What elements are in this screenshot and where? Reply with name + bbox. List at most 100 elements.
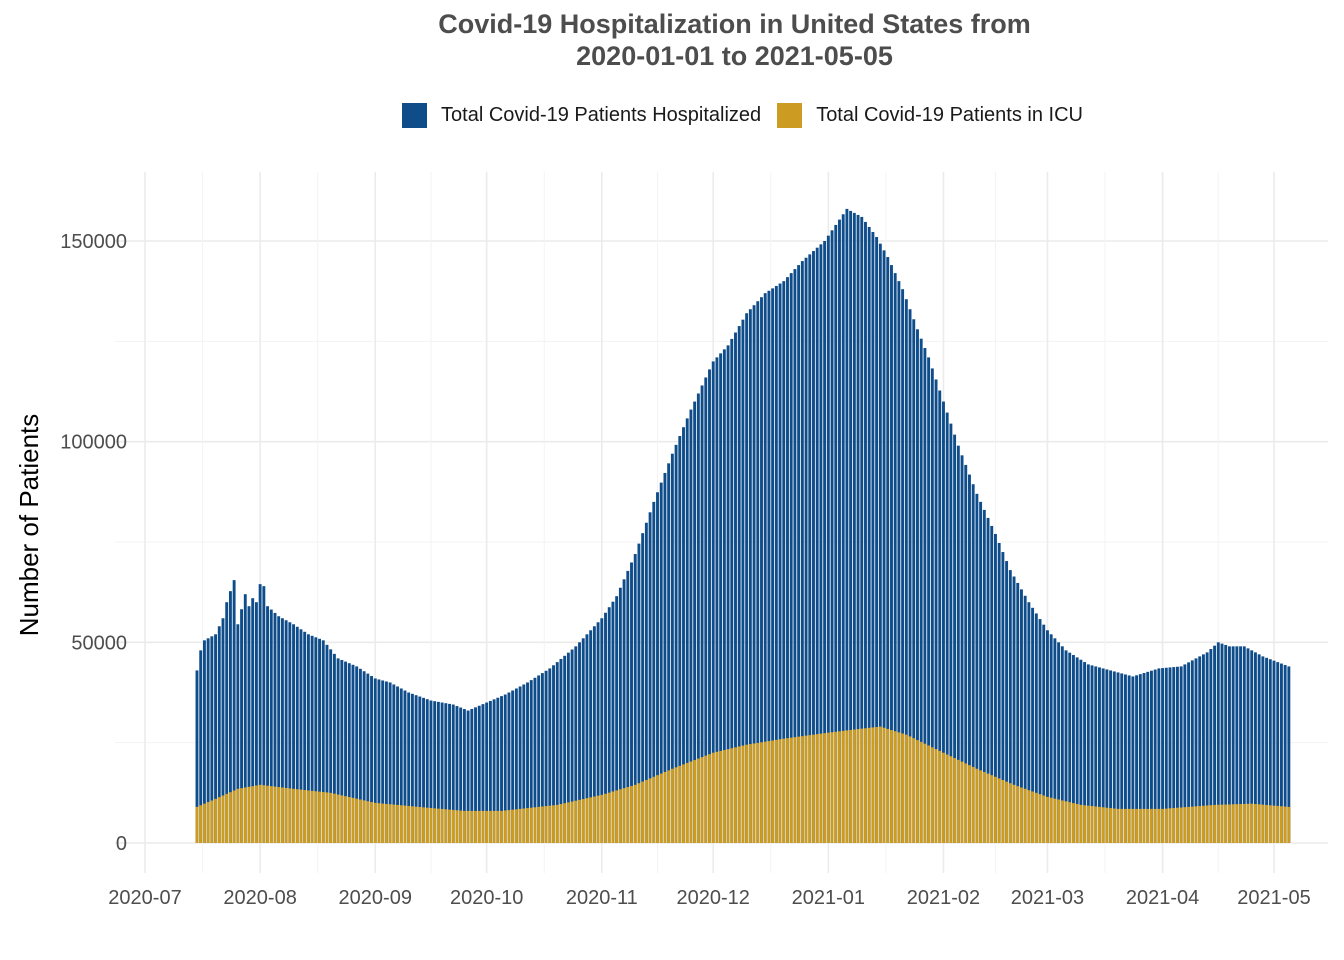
bar-icu [901,733,905,843]
bar-hospitalized [548,668,552,843]
bar-icu [930,747,934,843]
bar-icu [1060,800,1064,843]
bar-hospitalized [496,697,500,843]
bar-hospitalized [1227,646,1231,843]
bar-icu [392,804,396,843]
bar-hospitalized [414,695,418,843]
bar-hospitalized [1146,671,1150,843]
bar-icu [388,804,392,843]
bar-hospitalized [994,533,997,843]
x-tick-label: 2021-01 [792,887,865,909]
bar-icu [968,765,971,843]
bar-hospitalized [418,696,422,843]
bar-hospitalized [1194,658,1198,843]
bar-icu [670,768,674,843]
bar-icu [247,786,251,843]
bar-icu [589,797,593,843]
bar-icu [351,797,355,843]
bar-icu [956,759,960,843]
bar-icu [878,726,882,843]
bar-icu [581,799,585,843]
bar-hospitalized [377,679,381,843]
bar-hospitalized [381,680,385,843]
bar-icu [1094,806,1098,843]
bar-hospitalized [737,326,741,844]
bar-hospitalized [1276,662,1280,843]
x-tick-label: 2020-10 [450,887,523,909]
bar-hospitalized [834,224,838,844]
bar-icu [366,801,370,843]
bar-hospitalized [611,601,615,843]
bar-hospitalized [1023,595,1027,843]
bar-hospitalized [912,319,916,843]
bar-hospitalized [767,290,771,843]
bar-icu [1098,806,1101,843]
bar-hospitalized [812,251,815,844]
bar-hospitalized [923,348,927,843]
bar-icu [1246,803,1250,843]
bar-hospitalized [221,618,225,843]
bar-icu [325,792,329,843]
bar-hospitalized [641,533,645,843]
bar-icu [745,744,749,843]
bar-hospitalized [1205,652,1209,843]
bar-hospitalized [585,634,589,843]
bar-icu [425,807,429,843]
bar-icu [1008,783,1012,843]
bar-hospitalized [715,357,719,843]
bar-hospitalized [1253,652,1257,843]
bar-hospitalized [700,385,704,843]
bar-icu [1220,804,1224,843]
bar-icu [964,763,968,843]
bar-icu [648,778,652,843]
bar-icu [1272,805,1276,843]
bar-hospitalized [407,692,411,843]
bar-hospitalized [355,666,359,843]
bar-hospitalized [351,664,355,843]
bar-icu [1213,804,1217,843]
bar-hospitalized [893,273,897,843]
bar-hospitalized [1034,613,1038,843]
bar-icu [318,791,321,843]
bar-icu [1183,807,1187,843]
bar-icu [533,807,537,843]
bar-hospitalized [897,281,901,844]
bar-icu [269,786,273,843]
bar-hospitalized [511,690,515,843]
bar-hospitalized [674,444,678,843]
bar-icu [384,803,388,843]
x-tick-label: 2020-12 [677,887,750,909]
bar-hospitalized [626,570,630,843]
bar-hospitalized [347,663,351,843]
bar-hospitalized [344,661,347,843]
bar-icu [1012,784,1016,843]
bar-hospitalized [518,686,522,843]
bar-hospitalized [199,650,203,843]
bar-hospitalized [366,673,370,843]
bar-hospitalized [544,670,548,843]
bar-icu [618,789,622,843]
bar-icu [481,810,485,843]
bar-icu [258,784,262,843]
bar-hospitalized [618,587,622,843]
bar-hospitalized [1116,672,1120,843]
bar-icu [1146,808,1150,843]
bar-icu [786,738,789,843]
bar-hospitalized [570,649,574,843]
y-tick-label: 50000 [71,632,127,654]
bar-hospitalized [1175,666,1179,843]
bar-hospitalized [756,301,760,843]
bar-icu [1209,805,1213,843]
bar-icu [488,810,492,843]
bar-hospitalized [637,543,641,843]
bar-hospitalized [927,357,931,843]
x-tick-label: 2020-09 [339,887,412,909]
bar-hospitalized [444,703,448,843]
bar-icu [310,790,314,843]
bar-icu [886,728,890,843]
bar-hospitalized [748,309,752,843]
bar-hospitalized [659,482,663,843]
bar-icu [266,785,270,843]
bar-hospitalized [396,686,399,843]
bar-hospitalized [908,309,912,843]
